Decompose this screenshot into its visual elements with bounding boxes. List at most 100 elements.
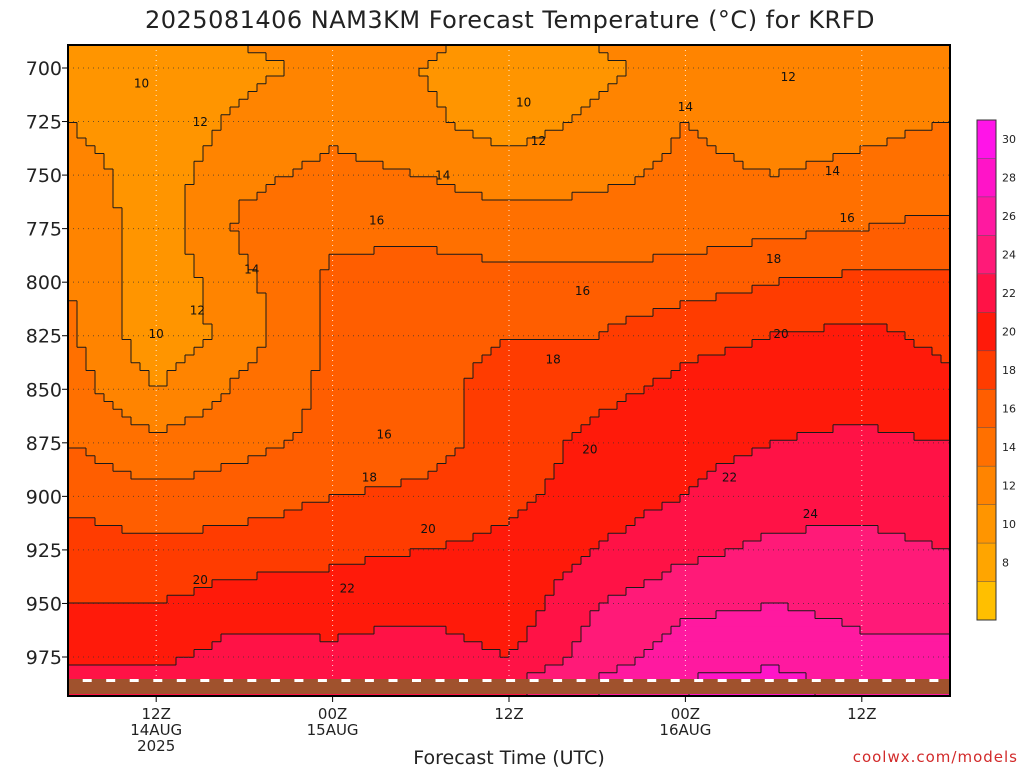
field-cell xyxy=(563,99,573,108)
field-cell xyxy=(689,293,699,302)
field-cell xyxy=(914,192,924,201)
field-cell xyxy=(860,316,870,325)
field-cell xyxy=(365,192,375,201)
field-cell xyxy=(275,424,285,434)
field-cell xyxy=(860,169,870,178)
field-cell xyxy=(284,347,294,356)
field-cell xyxy=(653,362,663,372)
field-cell xyxy=(644,362,654,372)
field-cell xyxy=(563,370,573,379)
field-cell xyxy=(356,409,366,418)
field-cell xyxy=(662,347,672,356)
field-cell xyxy=(905,169,915,178)
field-cell xyxy=(527,254,537,263)
field-cell xyxy=(347,417,357,426)
field-cell xyxy=(752,386,762,395)
field-cell xyxy=(302,262,312,271)
field-cell xyxy=(572,339,582,348)
field-cell xyxy=(860,231,870,240)
field-cell xyxy=(752,207,762,217)
field-cell xyxy=(131,262,141,271)
field-cell xyxy=(725,130,735,139)
field-cell xyxy=(707,331,717,341)
field-cell xyxy=(167,254,177,263)
field-cell xyxy=(779,176,789,186)
field-cell xyxy=(122,316,132,325)
field-cell xyxy=(482,192,492,201)
field-cell xyxy=(572,176,582,186)
field-cell xyxy=(644,52,654,62)
field-cell xyxy=(482,231,492,240)
field-cell xyxy=(608,161,618,170)
field-cell xyxy=(698,347,708,356)
field-cell xyxy=(860,393,870,403)
field-cell xyxy=(590,417,600,426)
field-cell xyxy=(770,401,780,410)
field-cell xyxy=(500,262,510,271)
field-cell xyxy=(941,169,951,178)
field-cell xyxy=(455,347,465,356)
field-cell xyxy=(932,45,942,54)
field-cell xyxy=(752,432,762,441)
field-cell xyxy=(419,362,429,372)
field-cell xyxy=(545,45,555,54)
field-cell xyxy=(509,114,519,124)
field-cell xyxy=(86,83,96,93)
field-cell xyxy=(284,45,294,54)
field-cell xyxy=(563,192,573,201)
field-cell xyxy=(581,269,591,279)
field-cell xyxy=(878,184,888,193)
field-cell xyxy=(716,308,726,317)
field-cell xyxy=(563,316,573,325)
field-cell xyxy=(221,300,231,310)
field-cell xyxy=(338,355,348,364)
field-cell xyxy=(365,378,375,387)
field-cell xyxy=(851,145,861,155)
field-cell xyxy=(626,153,636,162)
field-cell xyxy=(284,215,294,224)
field-cell xyxy=(77,68,87,77)
field-cell xyxy=(86,362,96,372)
field-cell xyxy=(293,138,303,147)
field-cell xyxy=(761,316,771,325)
field-cell xyxy=(689,231,699,240)
field-cell xyxy=(797,122,807,131)
field-cell xyxy=(311,45,321,54)
field-cell xyxy=(437,355,447,364)
field-cell xyxy=(257,347,267,356)
field-cell xyxy=(878,223,888,232)
field-cell xyxy=(365,393,375,403)
field-cell xyxy=(293,424,303,434)
field-cell xyxy=(212,417,222,426)
field-cell xyxy=(365,269,375,279)
field-cell xyxy=(581,161,591,170)
field-cell xyxy=(806,393,816,403)
field-cell xyxy=(86,60,96,69)
field-cell xyxy=(473,409,483,418)
field-cell xyxy=(158,432,168,441)
field-cell xyxy=(149,91,159,100)
field-cell xyxy=(113,184,123,193)
field-cell xyxy=(554,192,564,201)
field-cell xyxy=(302,409,312,418)
field-cell xyxy=(653,83,663,93)
field-cell xyxy=(680,153,690,162)
field-cell xyxy=(95,386,105,395)
field-cell xyxy=(302,339,312,348)
field-cell xyxy=(914,409,924,418)
field-cell xyxy=(437,308,447,317)
field-cell xyxy=(752,409,762,418)
field-cell xyxy=(734,246,744,255)
field-cell xyxy=(293,401,303,410)
field-cell xyxy=(617,362,627,372)
field-cell xyxy=(212,91,222,100)
field-cell xyxy=(698,362,708,372)
field-cell xyxy=(905,308,915,317)
field-cell xyxy=(239,293,249,302)
field-cell xyxy=(122,378,132,387)
field-cell xyxy=(527,347,537,356)
field-cell xyxy=(833,192,843,201)
field-cell xyxy=(689,192,699,201)
field-cell xyxy=(662,200,672,209)
field-cell xyxy=(509,409,519,418)
